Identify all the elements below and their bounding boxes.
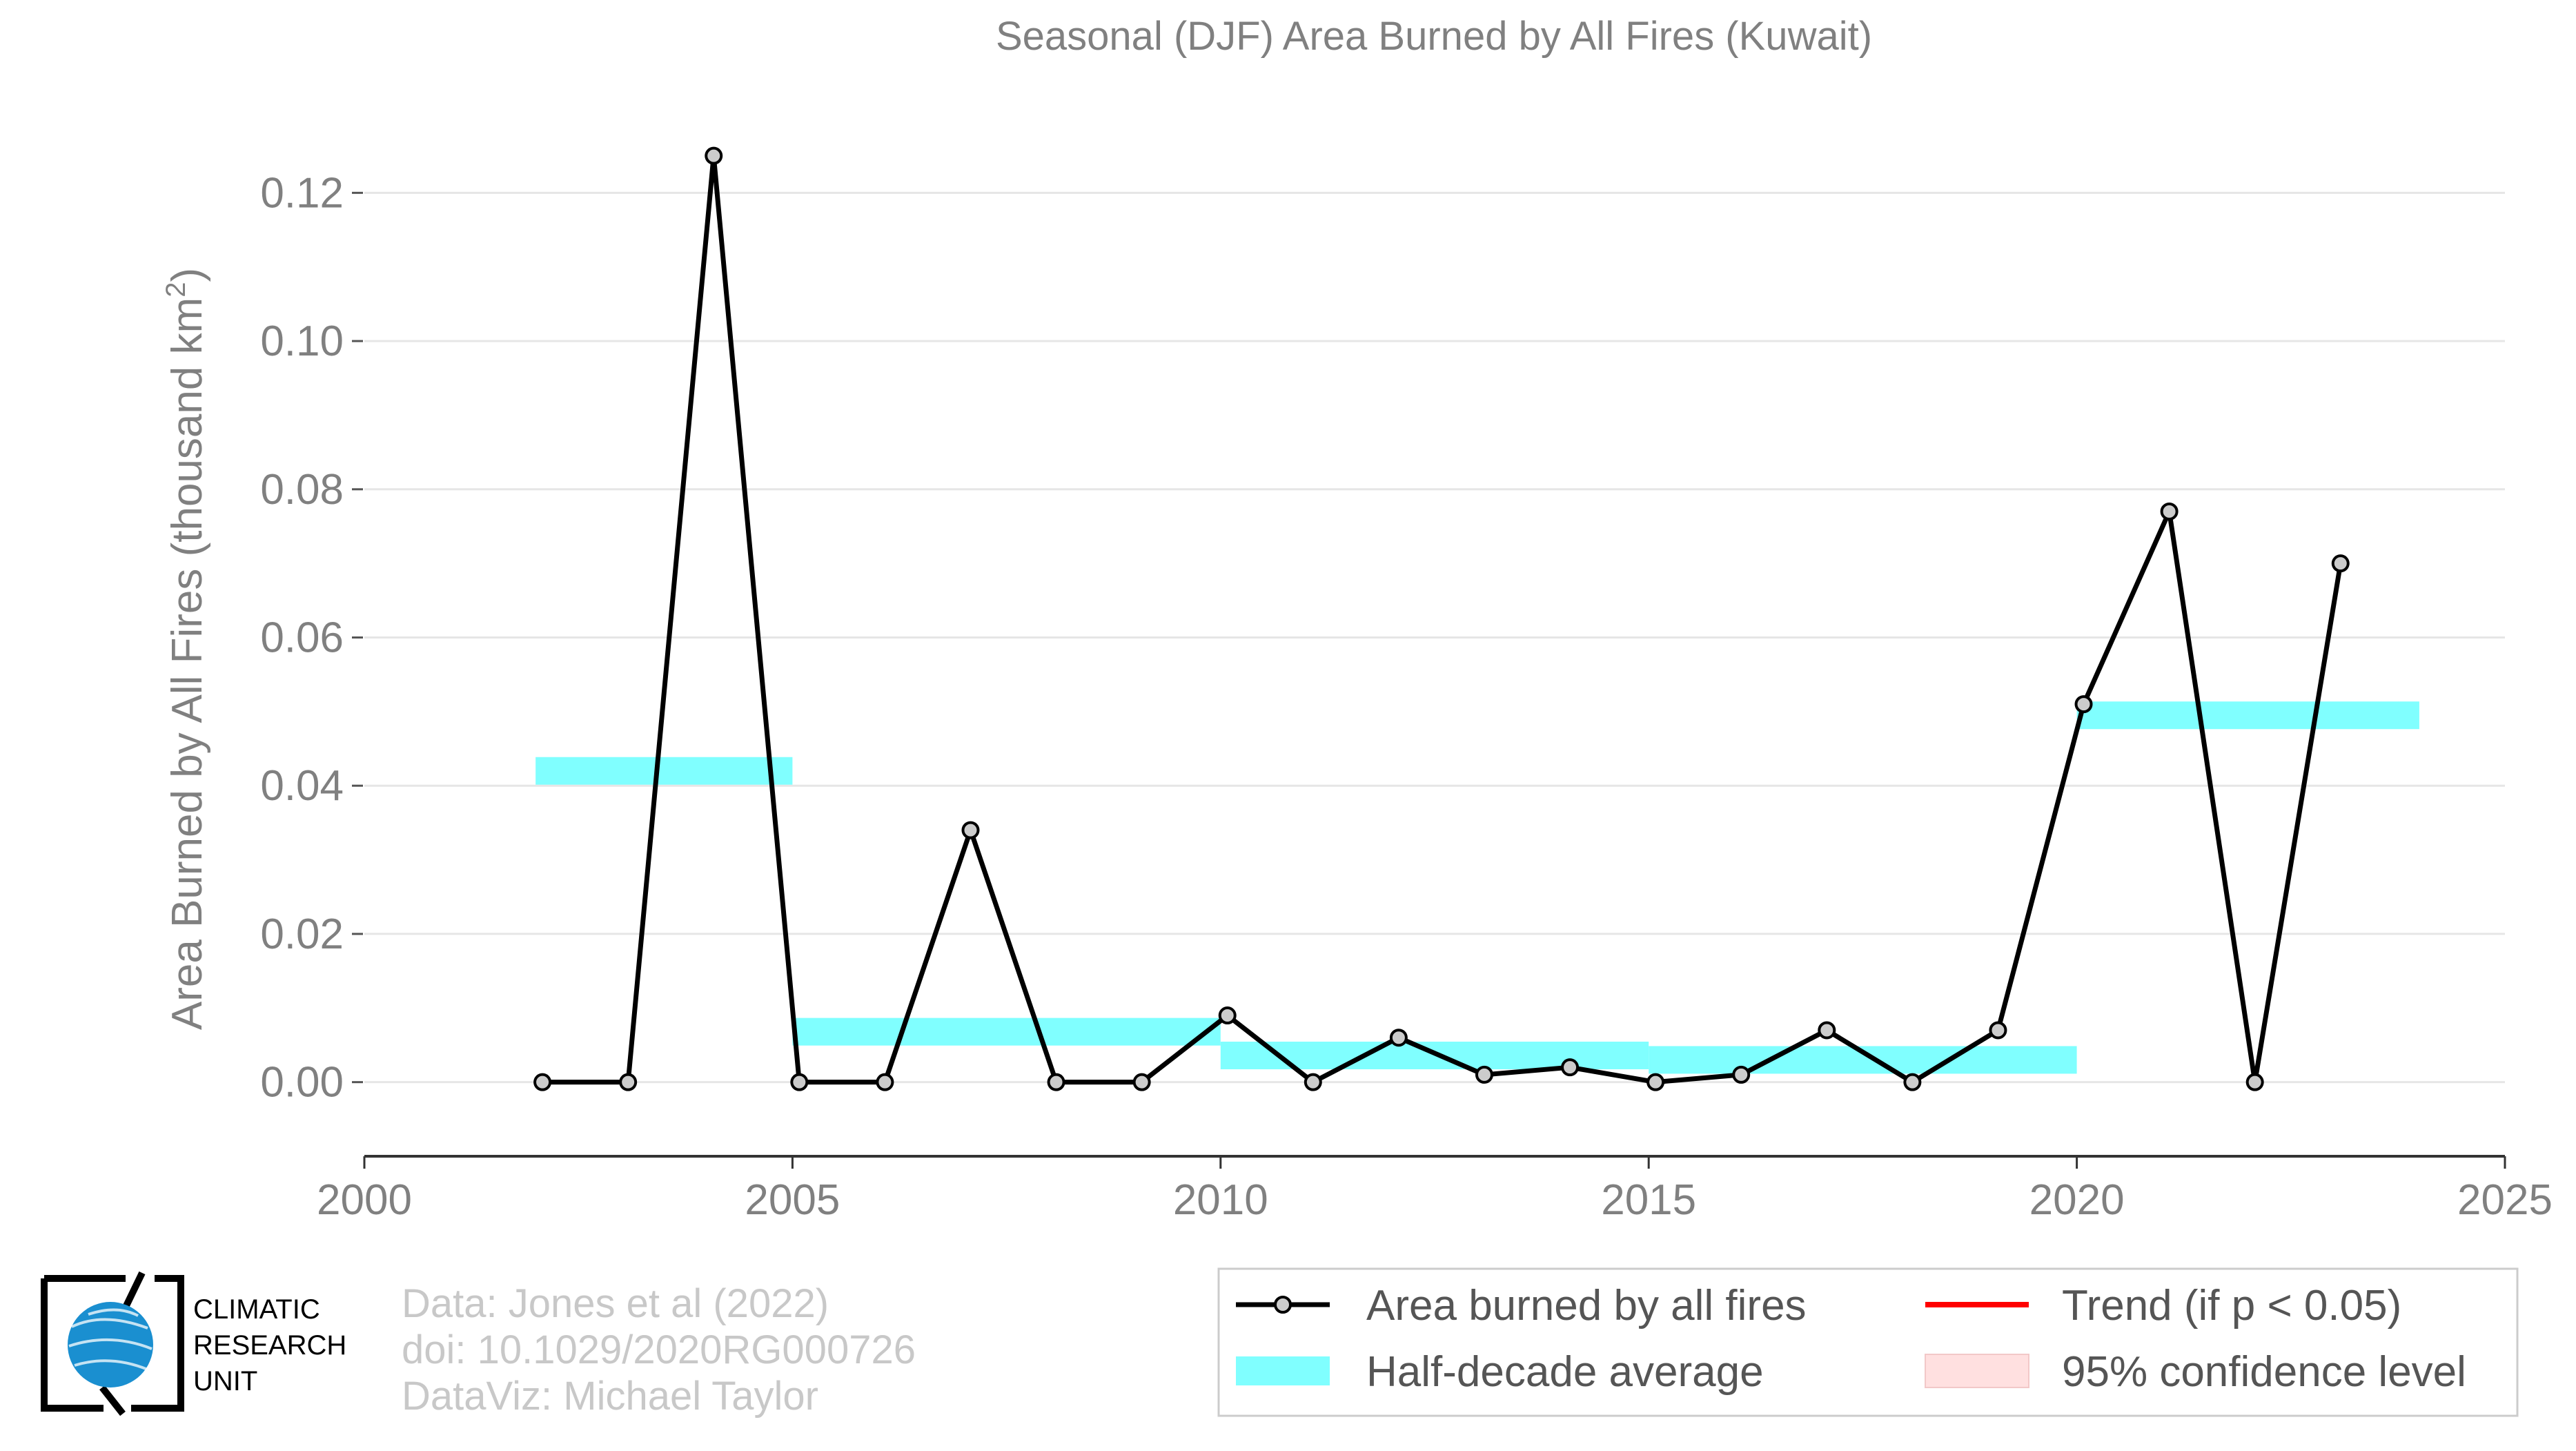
data-point	[1989, 1021, 2007, 1040]
y-axis-label-close: )	[164, 268, 211, 282]
credits: Data: Jones et al (2022) doi: 10.1029/20…	[402, 1281, 916, 1419]
data-point	[619, 1073, 638, 1091]
cru-logo: CLIMATIC RESEARCH UNIT	[41, 1271, 346, 1416]
data-point	[2245, 1073, 2264, 1091]
credit-data: Data: Jones et al (2022)	[402, 1281, 829, 1326]
data-point	[705, 146, 723, 165]
legend-item-series: Area burned by all fires	[1236, 1282, 1807, 1330]
globe-contours-icon	[68, 1308, 153, 1371]
legend-label-half-decade: Half-decade average	[1366, 1348, 1764, 1396]
data-point	[2331, 554, 2350, 573]
legend-swatch-half-decade	[1236, 1356, 1330, 1385]
legend-label-confidence: 95% confidence level	[2062, 1348, 2466, 1396]
series-area-burned	[533, 146, 2350, 1091]
data-point	[1475, 1065, 1493, 1084]
data-point	[2160, 502, 2179, 520]
y-tick-label: 0.00	[260, 1059, 344, 1107]
legend-item-trend: Trend (if p < 0.05)	[1925, 1282, 2401, 1330]
data-point	[1218, 1006, 1237, 1025]
logo-line2: RESEARCH	[193, 1330, 346, 1361]
credit-dataviz: DataViz: Michael Taylor	[402, 1374, 818, 1419]
y-axis-label-text: Area Burned by All Fires (thousand km	[164, 298, 211, 1030]
credit-doi: doi: 10.1029/2020RG000726	[402, 1327, 916, 1372]
y-axis-label-superscript: 2	[161, 282, 191, 298]
data-point	[790, 1073, 809, 1091]
data-point	[1389, 1029, 1408, 1047]
data-point	[1646, 1073, 1665, 1091]
x-tick-label: 2010	[1173, 1176, 1268, 1224]
y-tick-label: 0.02	[260, 910, 344, 958]
logo-frame-slash-bottom	[99, 1385, 126, 1416]
legend-box	[1217, 1267, 2519, 1417]
data-point	[533, 1073, 552, 1091]
data-point	[876, 1073, 894, 1091]
series-line	[542, 153, 2343, 1085]
data-point	[961, 821, 980, 839]
y-tick-label: 0.04	[260, 762, 344, 810]
legend-marker-series	[1274, 1296, 1292, 1314]
legend-swatch-confidence	[1925, 1354, 2029, 1388]
y-tick-label: 0.06	[260, 614, 344, 662]
half-decade-band	[2076, 701, 2419, 730]
data-point	[1561, 1058, 1580, 1077]
data-point	[1732, 1065, 1751, 1084]
x-tick-label: 2000	[317, 1176, 412, 1224]
x-tick-label: 2005	[745, 1176, 840, 1224]
y-axis-label: Area Burned by All Fires (thousand km2)	[161, 268, 211, 1030]
data-point	[1304, 1073, 1322, 1091]
y-axis: 0.00 0.02 0.04 0.06 0.08 0.10 0.12	[260, 169, 363, 1107]
half-decade-band	[535, 757, 793, 785]
logo-frame	[41, 1275, 184, 1412]
y-tick-label: 0.08	[260, 466, 344, 514]
y-tick-label: 0.10	[260, 318, 344, 365]
half-decade-average-bands	[535, 701, 2419, 1074]
data-point	[2074, 695, 2093, 714]
legend-label-series: Area burned by all fires	[1366, 1282, 1807, 1330]
data-point	[1132, 1073, 1151, 1091]
data-point	[1818, 1021, 1836, 1040]
legend-item-confidence: 95% confidence level	[1925, 1348, 2466, 1396]
logo-line1: CLIMATIC	[193, 1294, 320, 1325]
y-tick-label: 0.12	[260, 169, 344, 217]
legend-item-half-decade: Half-decade average	[1236, 1348, 1764, 1396]
data-point	[1047, 1073, 1065, 1091]
x-tick-label: 2015	[1601, 1176, 1696, 1224]
x-tick-label: 2025	[2457, 1176, 2553, 1224]
legend-label-trend: Trend (if p < 0.05)	[2062, 1282, 2401, 1330]
data-point	[1903, 1073, 1922, 1091]
grid	[364, 191, 2505, 1084]
logo-line3: UNIT	[193, 1366, 257, 1396]
x-axis: 2000 2005 2010 2015 2020 2025	[317, 1155, 2553, 1224]
x-tick-label: 2020	[2029, 1176, 2125, 1224]
legend: Area burned by all fires Trend (if p < 0…	[1217, 1267, 2519, 1417]
chart-title: Seasonal (DJF) Area Burned by All Fires …	[996, 14, 1872, 59]
half-decade-band	[792, 1017, 1221, 1046]
